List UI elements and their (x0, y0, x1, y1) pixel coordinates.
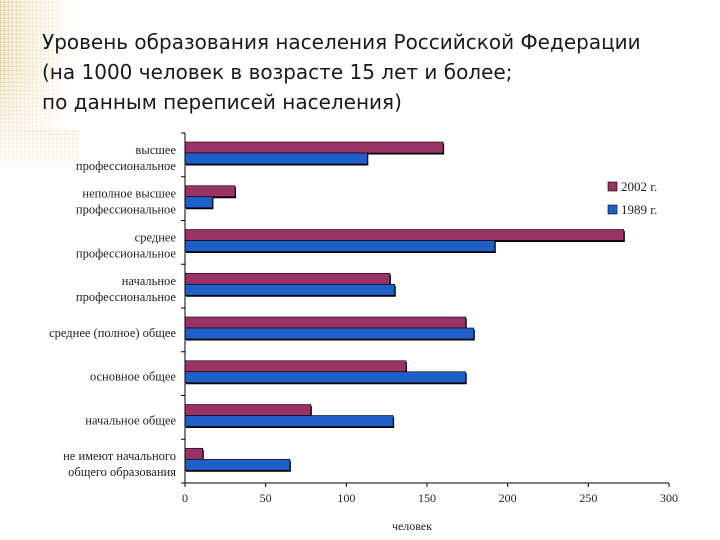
x-axis-label: человек (392, 519, 432, 533)
title-backdrop (0, 0, 720, 130)
category-label-line: среднее (полное) общее (49, 326, 176, 340)
category-label: не имеют начального общего образования (63, 449, 176, 479)
bar-series-1 (184, 404, 312, 416)
chart-title-line-3: по данным переписей населения) (42, 90, 402, 114)
bar-series-1 (184, 141, 444, 154)
x-tick-label: 250 (579, 491, 597, 505)
bar-series-1 (184, 272, 391, 285)
bar-series-1 (184, 360, 407, 373)
x-tick-label: 50 (260, 491, 272, 505)
bar-series-1 (184, 229, 625, 241)
legend-swatch (607, 181, 618, 192)
category-label-line: неполное высшее (82, 187, 176, 201)
legend-swatch (607, 204, 618, 215)
x-tick-label: 150 (418, 491, 436, 505)
x-tick-label: 0 (182, 491, 188, 505)
bar-series-1 (184, 316, 467, 329)
category-label-line: профессиональное (76, 203, 177, 217)
category-label-line: не имеют начального (63, 449, 176, 463)
x-tick-label: 100 (337, 491, 355, 505)
bar-series-2 (184, 196, 213, 209)
category-label-line: среднее (135, 230, 177, 244)
category-label: среднее профессиональное (76, 230, 177, 260)
bar-series-2 (184, 240, 496, 252)
bar-series-2 (184, 283, 396, 296)
bar-series-1 (184, 185, 236, 198)
bar-series-2 (184, 371, 467, 384)
category-labels-layer: высшее профессиональное неполное высшее про… (49, 143, 176, 479)
bar-series-2 (184, 327, 475, 340)
x-tick-label: 300 (660, 491, 678, 505)
category-label-line: профессиональное (76, 246, 177, 260)
bars-layer (184, 141, 625, 472)
category-label: высшее профессиональное (76, 143, 177, 173)
category-label-line: общего образования (68, 465, 176, 479)
category-label-line: профессиональное (76, 159, 177, 173)
category-label-line: высшее (135, 143, 176, 157)
legend: 2002 г. 1989 г. (607, 179, 657, 217)
category-label: неполное высшее профессиональное (76, 187, 177, 217)
category-label-line: начальное общее (85, 413, 176, 427)
category-label: среднее (полное) общее (49, 326, 176, 340)
category-label-line: основное общее (90, 370, 176, 384)
category-label: начальное профессиональное (76, 274, 177, 304)
category-label-line: профессиональное (76, 290, 177, 304)
legend-entry-label: 1989 г. (621, 202, 657, 217)
bar-series-2 (184, 458, 291, 471)
bar-series-2 (184, 152, 368, 165)
category-label: основное общее (90, 370, 176, 384)
axis-layer: 0 50 100 150 200 250 300 человек (181, 132, 678, 533)
category-label: начальное общее (85, 413, 176, 427)
bar-series-1 (184, 447, 204, 460)
chart-title-line-2: (на 1000 человек в возрасте 15 лет и бол… (42, 60, 513, 84)
category-label-line: начальное (122, 274, 177, 288)
legend-entry-label: 2002 г. (621, 179, 657, 194)
x-tick-label: 200 (499, 491, 517, 505)
chart-title-line-1: Уровень образования населения Российской… (42, 30, 641, 54)
bar-series-2 (184, 415, 394, 427)
